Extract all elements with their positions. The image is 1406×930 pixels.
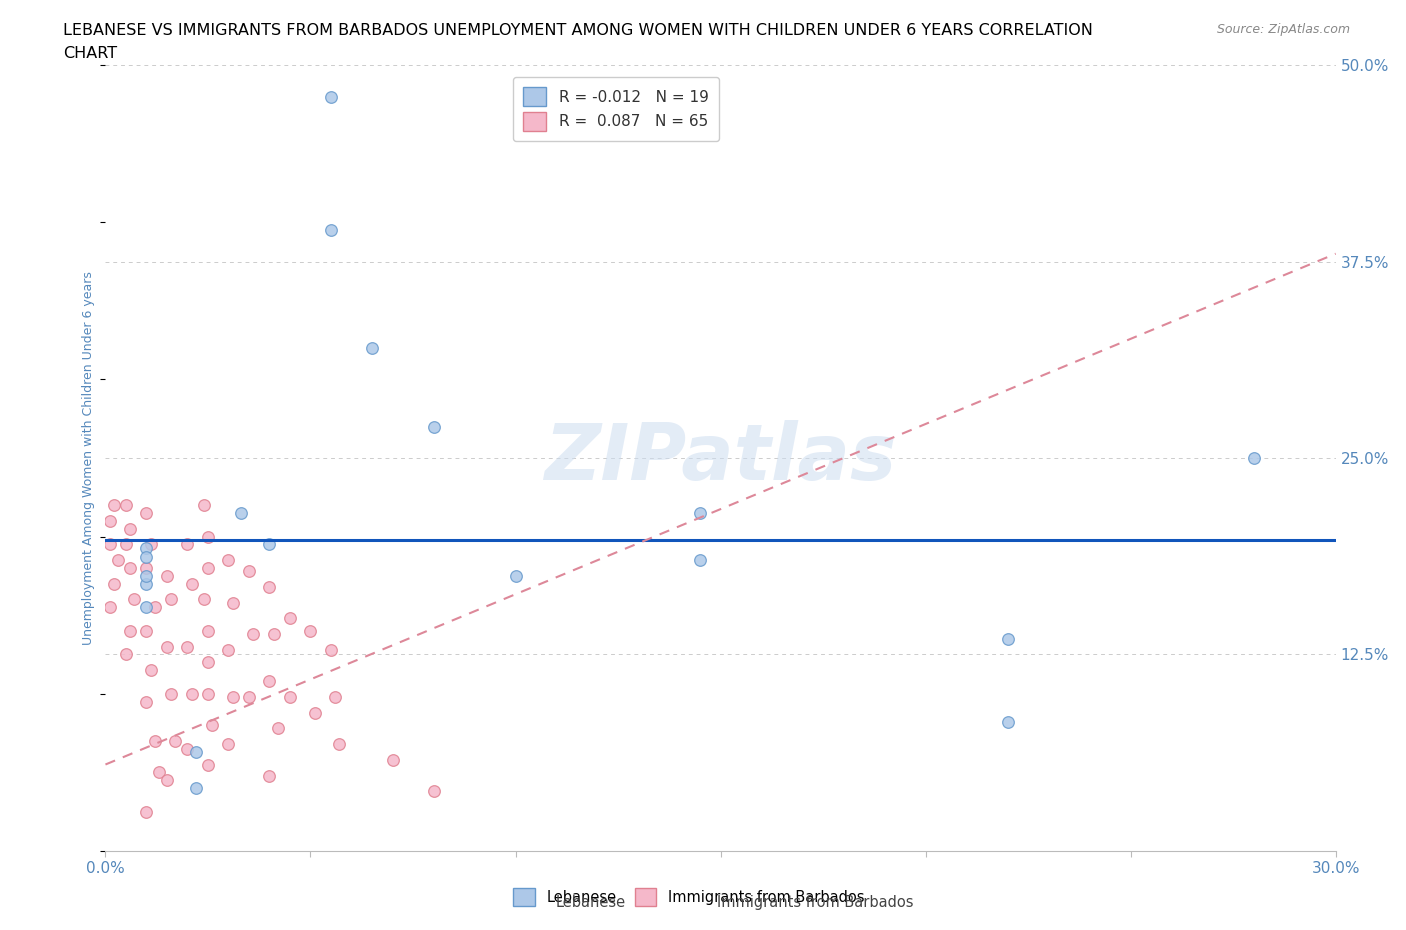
Point [328, 737, 350, 751]
Point [361, 340, 384, 355]
Text: Lebanese: Lebanese [555, 895, 626, 910]
Point [319, 222, 342, 237]
Point [689, 552, 711, 567]
Text: Immigrants from Barbados: Immigrants from Barbados [717, 895, 914, 910]
Text: Source: ZipAtlas.com: Source: ZipAtlas.com [1216, 23, 1350, 36]
Point [139, 663, 162, 678]
Point [259, 537, 281, 551]
Point [143, 600, 166, 615]
Point [689, 506, 711, 521]
Point [304, 705, 326, 720]
Point [98, 600, 121, 615]
Point [197, 561, 219, 576]
Point [135, 550, 157, 565]
Point [103, 498, 125, 512]
Point [115, 498, 138, 512]
Point [176, 639, 198, 654]
Point [165, 734, 187, 749]
Point [160, 592, 183, 607]
Point [135, 623, 157, 638]
Point [176, 741, 198, 756]
Point [505, 568, 527, 583]
Point [120, 522, 141, 537]
Point [180, 686, 202, 701]
Point [259, 768, 281, 783]
Point [229, 506, 252, 521]
Point [218, 643, 240, 658]
Point [997, 631, 1019, 646]
Point [143, 734, 166, 749]
Point [319, 89, 342, 104]
Point [242, 627, 264, 642]
Point [184, 780, 207, 795]
Point [197, 529, 219, 544]
Point [120, 561, 141, 576]
Point [135, 540, 157, 555]
Point [98, 537, 121, 551]
Point [135, 506, 157, 521]
Point [381, 752, 404, 767]
Text: ZIPatlas: ZIPatlas [544, 420, 897, 496]
Point [319, 643, 342, 658]
Point [139, 537, 162, 551]
Point [148, 764, 170, 779]
Point [135, 600, 157, 615]
Point [221, 595, 243, 610]
Point [180, 577, 202, 591]
Point [197, 623, 219, 638]
Point [278, 611, 301, 626]
Point [997, 714, 1019, 729]
Text: CHART: CHART [63, 46, 117, 61]
Point [259, 579, 281, 594]
Legend: Lebanese, Immigrants from Barbados: Lebanese, Immigrants from Barbados [508, 883, 870, 911]
Y-axis label: Unemployment Among Women with Children Under 6 years: Unemployment Among Women with Children U… [82, 271, 96, 645]
Point [193, 592, 215, 607]
Point [197, 757, 219, 772]
Point [176, 537, 198, 551]
Point [156, 568, 179, 583]
Point [267, 721, 290, 736]
Point [135, 561, 157, 576]
Point [115, 647, 138, 662]
Point [422, 784, 444, 799]
Text: LEBANESE VS IMMIGRANTS FROM BARBADOS UNEMPLOYMENT AMONG WOMEN WITH CHILDREN UNDE: LEBANESE VS IMMIGRANTS FROM BARBADOS UNE… [63, 23, 1092, 38]
Point [238, 564, 260, 578]
Point [135, 577, 157, 591]
Point [238, 689, 260, 704]
Point [120, 623, 141, 638]
Legend: R = -0.012   N = 19, R =  0.087   N = 65: R = -0.012 N = 19, R = 0.087 N = 65 [513, 76, 720, 141]
Point [259, 673, 281, 688]
Point [218, 552, 240, 567]
Point [135, 804, 157, 819]
Point [197, 655, 219, 670]
Point [98, 513, 121, 528]
Point [135, 694, 157, 709]
Point [156, 773, 179, 788]
Point [135, 568, 157, 583]
Point [107, 552, 129, 567]
Point [218, 737, 240, 751]
Point [160, 686, 183, 701]
Point [201, 718, 224, 733]
Point [263, 627, 285, 642]
Point [184, 745, 207, 760]
Point [323, 689, 346, 704]
Point [221, 689, 243, 704]
Point [197, 686, 219, 701]
Point [193, 498, 215, 512]
Point [103, 577, 125, 591]
Point [156, 639, 179, 654]
Point [115, 537, 138, 551]
Point [299, 623, 322, 638]
Point [422, 419, 444, 434]
Point [1243, 451, 1265, 466]
Point [122, 592, 145, 607]
Point [278, 689, 301, 704]
